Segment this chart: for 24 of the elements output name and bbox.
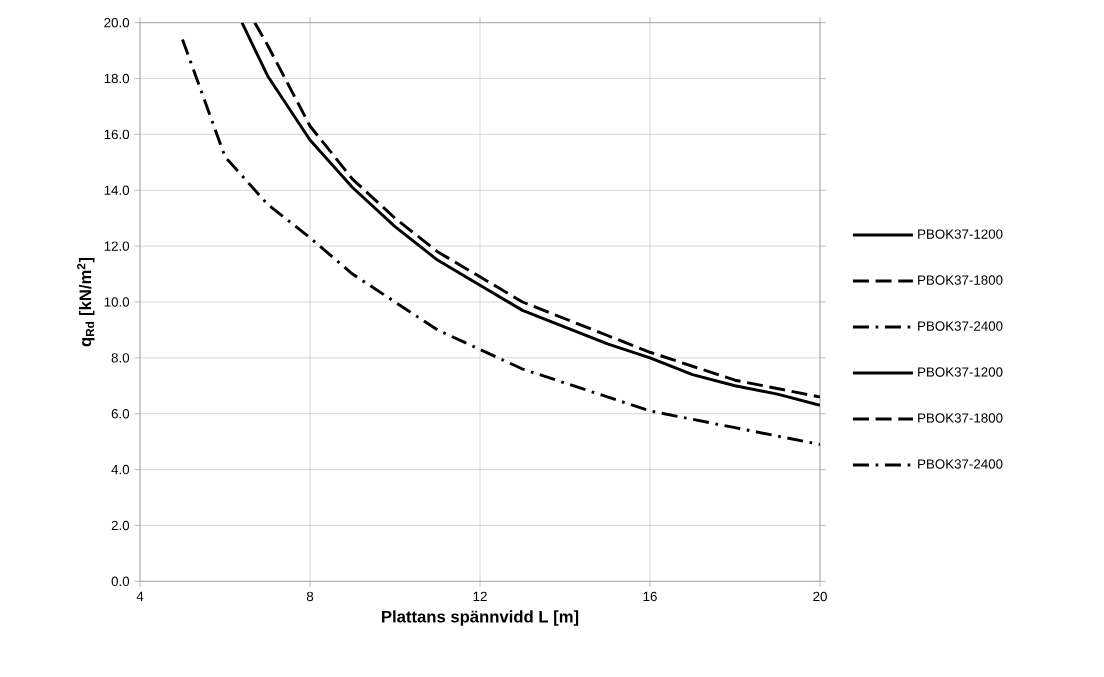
y-tick-label: 2.0 [111,520,130,531]
y-tick-label: 18.0 [104,73,130,84]
legend-label: PBOK37-1200 [918,367,1003,377]
legend-label: PBOK37-1200 [918,229,1003,239]
y-axis-title: q$_{Rd}$ [kN/m$^{2}$] [77,257,95,347]
legend-label: PBOK37-2400 [918,321,1003,331]
y-tick-label: 14.0 [104,185,130,195]
x-tick-label: 12 [473,591,487,601]
y-tick-label: 20.0 [104,17,130,28]
y-tick-label: 0.0 [111,576,130,586]
x-tick-label: 16 [643,591,657,601]
y-tick-label: 10.0 [104,297,130,307]
x-axis-title: Plattans spännvidd L [m] [382,610,579,626]
y-tick-label: 6.0 [111,408,130,419]
x-tick-label: 20 [813,591,827,601]
legend-label: PBOK37-2400 [918,459,1003,469]
x-tick-label: 4 [136,591,144,601]
y-tick-label: 16.0 [104,129,130,139]
y-tick-label: 12.0 [104,241,130,251]
y-tick-label: 4.0 [111,464,130,475]
x-tick-label: 8 [306,591,314,601]
y-tick-label: 8.0 [111,352,130,363]
legend-label: PBOK37-1800 [918,275,1003,285]
legend-label: PBOK37-1800 [918,413,1003,423]
